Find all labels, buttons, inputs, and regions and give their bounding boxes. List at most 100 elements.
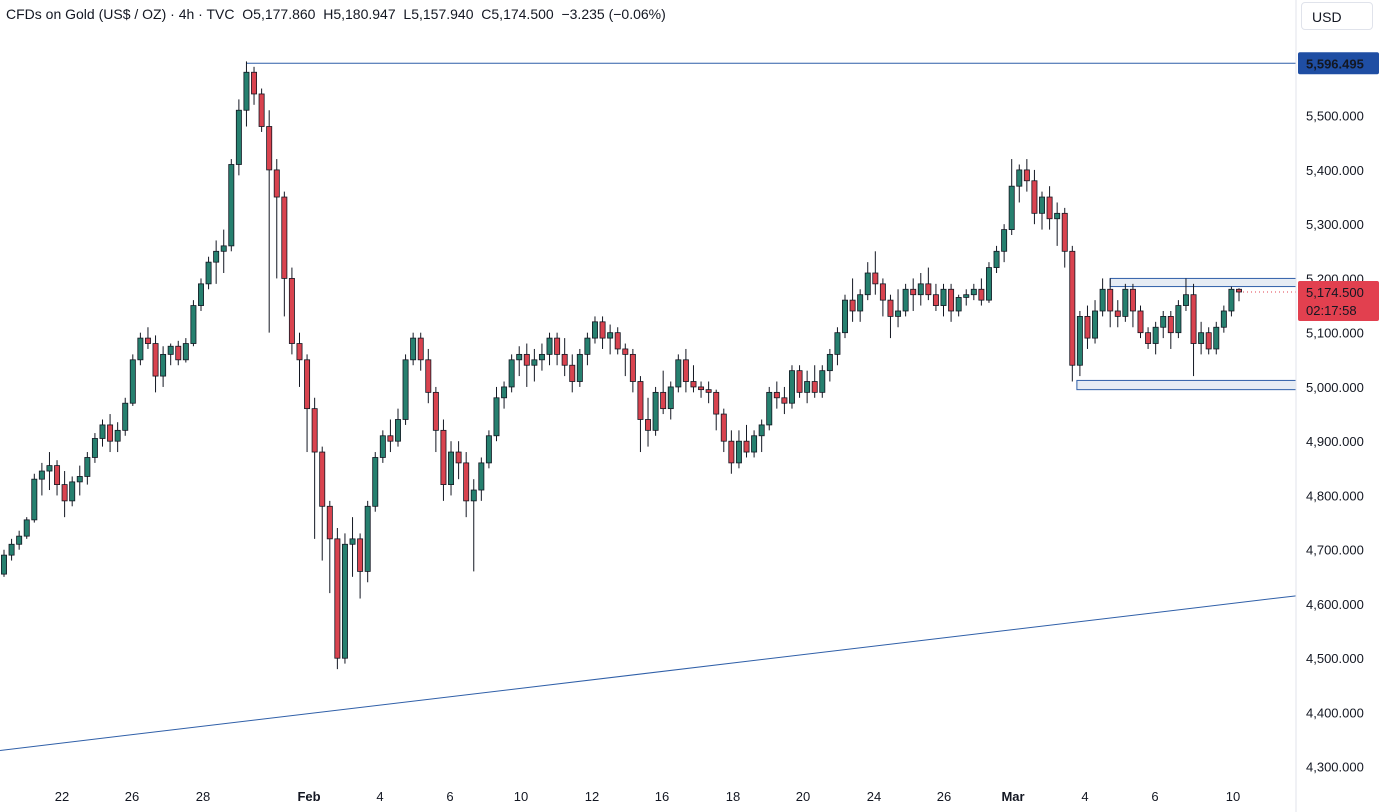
candle-body (622, 348, 629, 355)
candle-body (372, 457, 379, 507)
candle-down (61, 471, 68, 518)
currency-button[interactable]: USD (1301, 2, 1373, 30)
candle-down (925, 267, 932, 301)
candle-body (243, 71, 250, 111)
candle-down (705, 381, 712, 404)
candle-up (1039, 191, 1045, 230)
candle-up (38, 462, 45, 496)
candle-down (251, 66, 258, 105)
candle-body (357, 538, 364, 572)
candle-body (417, 337, 424, 361)
range-bottom-zone (1076, 379, 1297, 391)
candle-body (1054, 212, 1061, 220)
candle-up (448, 441, 455, 496)
candle-body (61, 484, 68, 502)
candle-down (258, 88, 265, 132)
candle-body (614, 332, 621, 350)
candle-body (546, 337, 553, 355)
candle-down (417, 332, 424, 371)
candle-up (955, 294, 962, 317)
candle-body (1175, 305, 1182, 334)
candle-body (766, 391, 773, 426)
candle-body (470, 489, 477, 502)
candle-up (895, 289, 902, 328)
candle-body (288, 278, 295, 344)
candle-body (554, 337, 561, 355)
candle-body (667, 386, 674, 410)
candle-down (1145, 327, 1152, 349)
candle-body (826, 353, 833, 372)
candle-up (205, 256, 212, 290)
candle-body (152, 343, 159, 377)
candle-down (440, 419, 447, 501)
candle-up (917, 273, 924, 306)
candle-up (758, 419, 765, 453)
candle-up (23, 517, 30, 539)
high-level-label: 5,596.495 (1306, 56, 1364, 71)
candle-down (1190, 283, 1197, 377)
candle-body (395, 419, 401, 442)
candle-body (46, 465, 53, 472)
candle-down (698, 381, 705, 398)
candle-body (561, 353, 568, 366)
interval-label[interactable]: 4h (178, 6, 195, 22)
candle-up (410, 332, 417, 366)
candle-up (864, 262, 871, 301)
time-axis[interactable]: 22 26 28 Feb 4 6 10 12 16 18 20 24 26 Mar 4 6 10 (55, 789, 1240, 804)
x-tick-label: 6 (1151, 789, 1158, 804)
candle-body (1167, 316, 1174, 334)
candle-down (425, 348, 432, 404)
candle-body (1039, 196, 1045, 214)
candle-down (1205, 327, 1212, 355)
candle-body (1, 554, 7, 575)
candle-body (1016, 169, 1023, 187)
candle-down (144, 327, 151, 349)
candle-body (440, 429, 447, 485)
candle-body (834, 332, 841, 355)
candle-body (1099, 288, 1106, 312)
candle-body (895, 310, 902, 317)
candle-up (16, 530, 23, 550)
candle-down (432, 386, 439, 453)
candle-body (1213, 326, 1220, 350)
candle-up (182, 338, 189, 363)
x-tick-label: 10 (514, 789, 528, 804)
candle-up (1220, 305, 1227, 333)
candle-down (326, 500, 333, 594)
candle-down (872, 251, 879, 295)
candle-body (910, 288, 917, 296)
candle-down (743, 424, 750, 458)
candle-body (387, 435, 394, 442)
y-tick-label: 5,400.000 (1306, 163, 1364, 178)
candle-up (220, 229, 227, 273)
candle-body (425, 359, 432, 393)
candle-up (84, 452, 91, 485)
candle-body (735, 440, 742, 464)
candle-body (1031, 180, 1038, 214)
candle-down (569, 354, 576, 393)
candle-body (144, 337, 151, 344)
candle-body (955, 297, 962, 312)
candle-down (561, 338, 568, 377)
candle-body (538, 353, 545, 361)
candle-body (1190, 294, 1197, 344)
candle-body (213, 250, 220, 263)
candle-up (379, 430, 386, 463)
price-axis[interactable]: 5,500.0005,400.0005,300.0005,200.0005,10… (1295, 0, 1364, 812)
candle-up (1213, 321, 1220, 355)
candle-up (228, 159, 235, 252)
candle-body (8, 543, 15, 556)
symbol-name[interactable]: CFDs on Gold (US$ / OZ) (6, 6, 167, 22)
candle-down (1129, 283, 1136, 328)
candle-body (925, 283, 932, 296)
candle-body (743, 440, 750, 453)
candle-body (266, 126, 273, 171)
candle-body (1008, 185, 1015, 230)
candle-up (592, 316, 598, 344)
candle-up (1152, 321, 1159, 355)
candle-body (31, 478, 38, 521)
candle-up (31, 473, 38, 523)
candle-body (1114, 310, 1121, 317)
y-tick-label: 4,300.000 (1306, 760, 1364, 775)
